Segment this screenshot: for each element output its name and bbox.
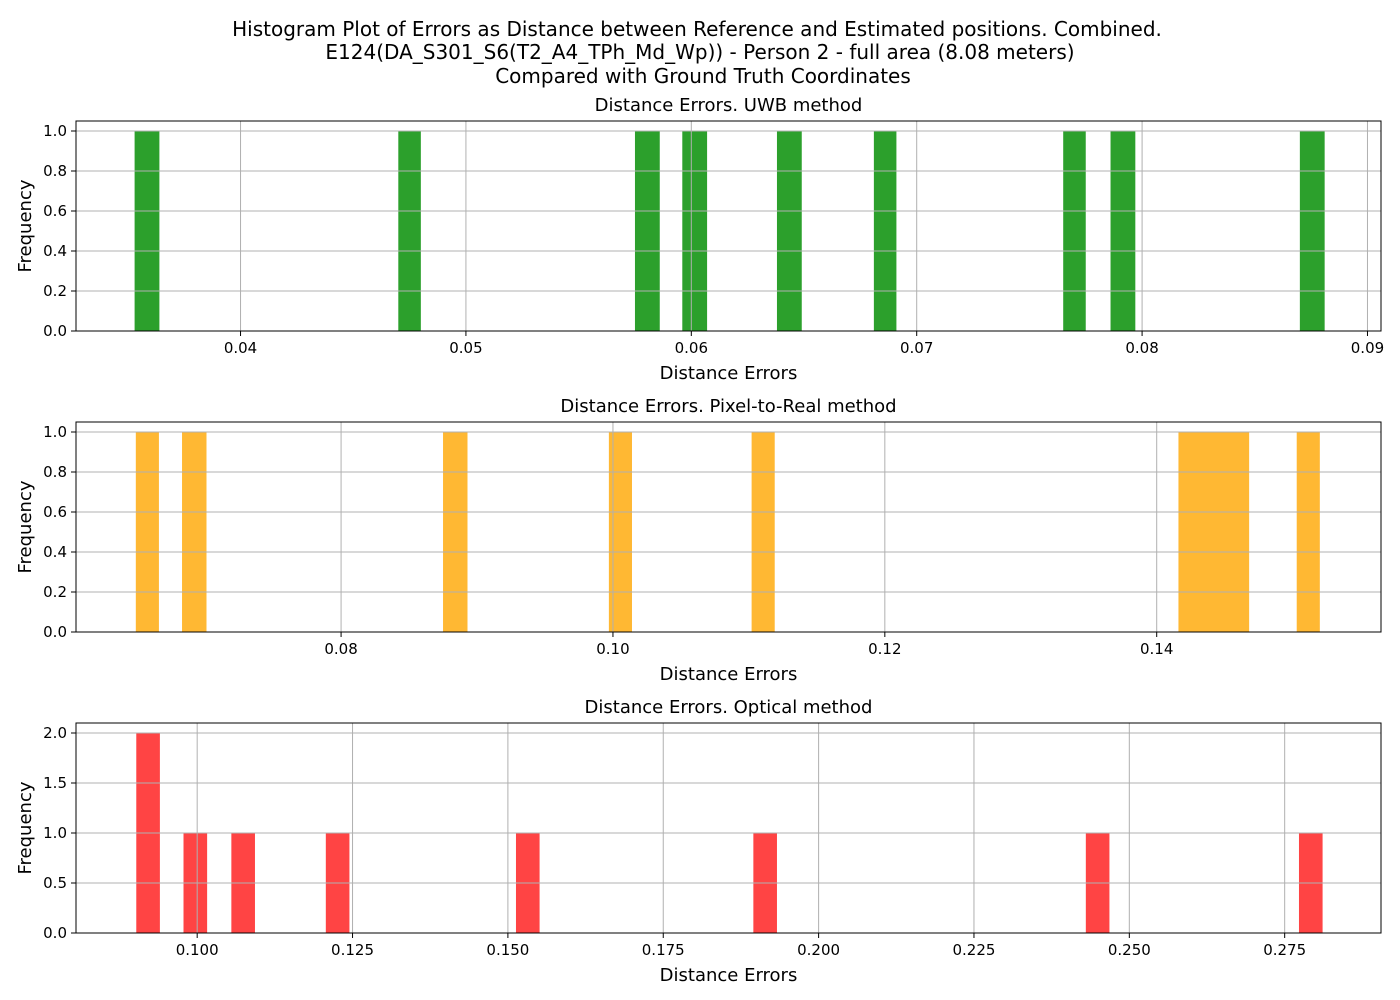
chart-2-xtick-label-1: 0.125 xyxy=(331,941,374,959)
chart-2-xlabel: Distance Errors xyxy=(660,965,798,986)
chart-1-ytick-label-4: 0.8 xyxy=(43,463,67,481)
chart-1-xtick-label-0: 0.08 xyxy=(324,640,357,658)
chart-1-bar-0 xyxy=(135,432,159,632)
chart-0-bar-2 xyxy=(634,131,660,331)
chart-0-xtick-label-5: 0.09 xyxy=(1351,339,1384,357)
chart-0-xtick-label-2: 0.06 xyxy=(675,339,708,357)
chart-0-bar-0 xyxy=(134,131,160,331)
chart-2-xtick-label-6: 0.250 xyxy=(1108,941,1151,959)
chart-2-xtick-label-0: 0.100 xyxy=(176,941,219,959)
chart-0-xlabel: Distance Errors xyxy=(660,363,798,384)
chart-1-xtick-label-3: 0.14 xyxy=(1140,640,1173,658)
chart-0-bar-1 xyxy=(398,131,421,331)
optical-histogram-panel: 0.100 0.125 0.150 0.175 0.200 0.225 0.250 0.275… xyxy=(15,697,1382,986)
chart-0-xtick-label-3: 0.07 xyxy=(900,339,933,357)
chart-0-bar-7 xyxy=(1110,131,1136,331)
chart-2-xtick-label-2: 0.150 xyxy=(486,941,529,959)
chart-2-ytick-label-1: 0.5 xyxy=(43,874,67,892)
chart-2-ytick-label-2: 1.0 xyxy=(43,824,67,842)
chart-0-ytick-label-0: 0.0 xyxy=(43,322,67,340)
chart-1-bar-2 xyxy=(443,432,468,632)
chart-0-xtick-label-0: 0.04 xyxy=(224,339,257,357)
chart-1-bar-6 xyxy=(1296,432,1320,632)
chart-1-ytick-label-5: 1.0 xyxy=(43,423,67,441)
chart-0-bar-8 xyxy=(1299,131,1325,331)
chart-0-bar-5 xyxy=(873,131,897,331)
chart-1-bar-3 xyxy=(608,432,632,632)
chart-0-bar-4 xyxy=(776,131,802,331)
chart-2-xtick-label-7: 0.275 xyxy=(1263,941,1306,959)
chart-2-xtick-label-4: 0.200 xyxy=(797,941,840,959)
chart-1-bar-5 xyxy=(1178,432,1250,632)
chart-1-ylabel: Frequency xyxy=(15,480,36,573)
chart-1-ytick-label-0: 0.0 xyxy=(43,623,67,641)
chart-0-axes-frame xyxy=(75,120,1382,332)
chart-2-ytick-label-3: 1.5 xyxy=(43,774,67,792)
chart-1-bar-4 xyxy=(751,432,775,632)
chart-1-bar-1 xyxy=(182,432,207,632)
chart-2-ylabel: Frequency xyxy=(15,781,36,874)
chart-0-xtick-label-1: 0.05 xyxy=(449,339,482,357)
figure-title-line-3: Compared with Ground Truth Coordinates xyxy=(495,64,911,88)
chart-2-xtick-label-3: 0.175 xyxy=(642,941,685,959)
chart-0-ytick-label-5: 1.0 xyxy=(43,122,67,140)
chart-1-ytick-label-2: 0.4 xyxy=(43,543,67,561)
chart-1-ytick-label-3: 0.6 xyxy=(43,503,67,521)
chart-0-bar-6 xyxy=(1063,131,1086,331)
chart-1-axes-frame xyxy=(75,421,1382,633)
chart-0-title: Distance Errors. UWB method xyxy=(595,95,863,116)
chart-1-xtick-label-2: 0.12 xyxy=(868,640,901,658)
chart-2-title: Distance Errors. Optical method xyxy=(585,697,873,718)
chart-0-xtick-label-4: 0.08 xyxy=(1125,339,1158,357)
chart-1-xlabel: Distance Errors xyxy=(660,664,798,685)
figure-title-line-2: E124(DA_S301_S6(T2_A4_TPh_Md_Wp)) - Pers… xyxy=(325,40,1074,64)
chart-2-xtick-label-5: 0.225 xyxy=(952,941,995,959)
chart-2-axes-frame xyxy=(75,722,1382,934)
chart-0-ytick-label-1: 0.2 xyxy=(43,282,67,300)
chart-2-ytick-label-0: 0.0 xyxy=(43,924,67,942)
figure-title-line-1: Histogram Plot of Errors as Distance bet… xyxy=(232,17,1162,41)
chart-1-ytick-label-1: 0.2 xyxy=(43,583,67,601)
chart-0-ytick-label-4: 0.8 xyxy=(43,162,67,180)
chart-2-ytick-label-4: 2.0 xyxy=(43,724,67,742)
chart-0-ytick-label-3: 0.6 xyxy=(43,202,67,220)
uwb-histogram-panel: 0.04 0.05 0.06 0.07 0.08 0.09 0.0 0.2 0.4 0.6 0.8 1… xyxy=(15,95,1384,384)
chart-1-title: Distance Errors. Pixel-to-Real method xyxy=(560,396,896,417)
chart-0-ylabel: Frequency xyxy=(15,179,36,272)
pixel-to-real-histogram-panel: 0.08 0.10 0.12 0.14 0.0 0.2 0.4 0.6 0.8 1.0 Distan… xyxy=(15,396,1382,685)
chart-0-ytick-label-2: 0.4 xyxy=(43,242,67,260)
chart-0-bar-3 xyxy=(682,131,708,331)
chart-1-xtick-label-1: 0.10 xyxy=(596,640,629,658)
